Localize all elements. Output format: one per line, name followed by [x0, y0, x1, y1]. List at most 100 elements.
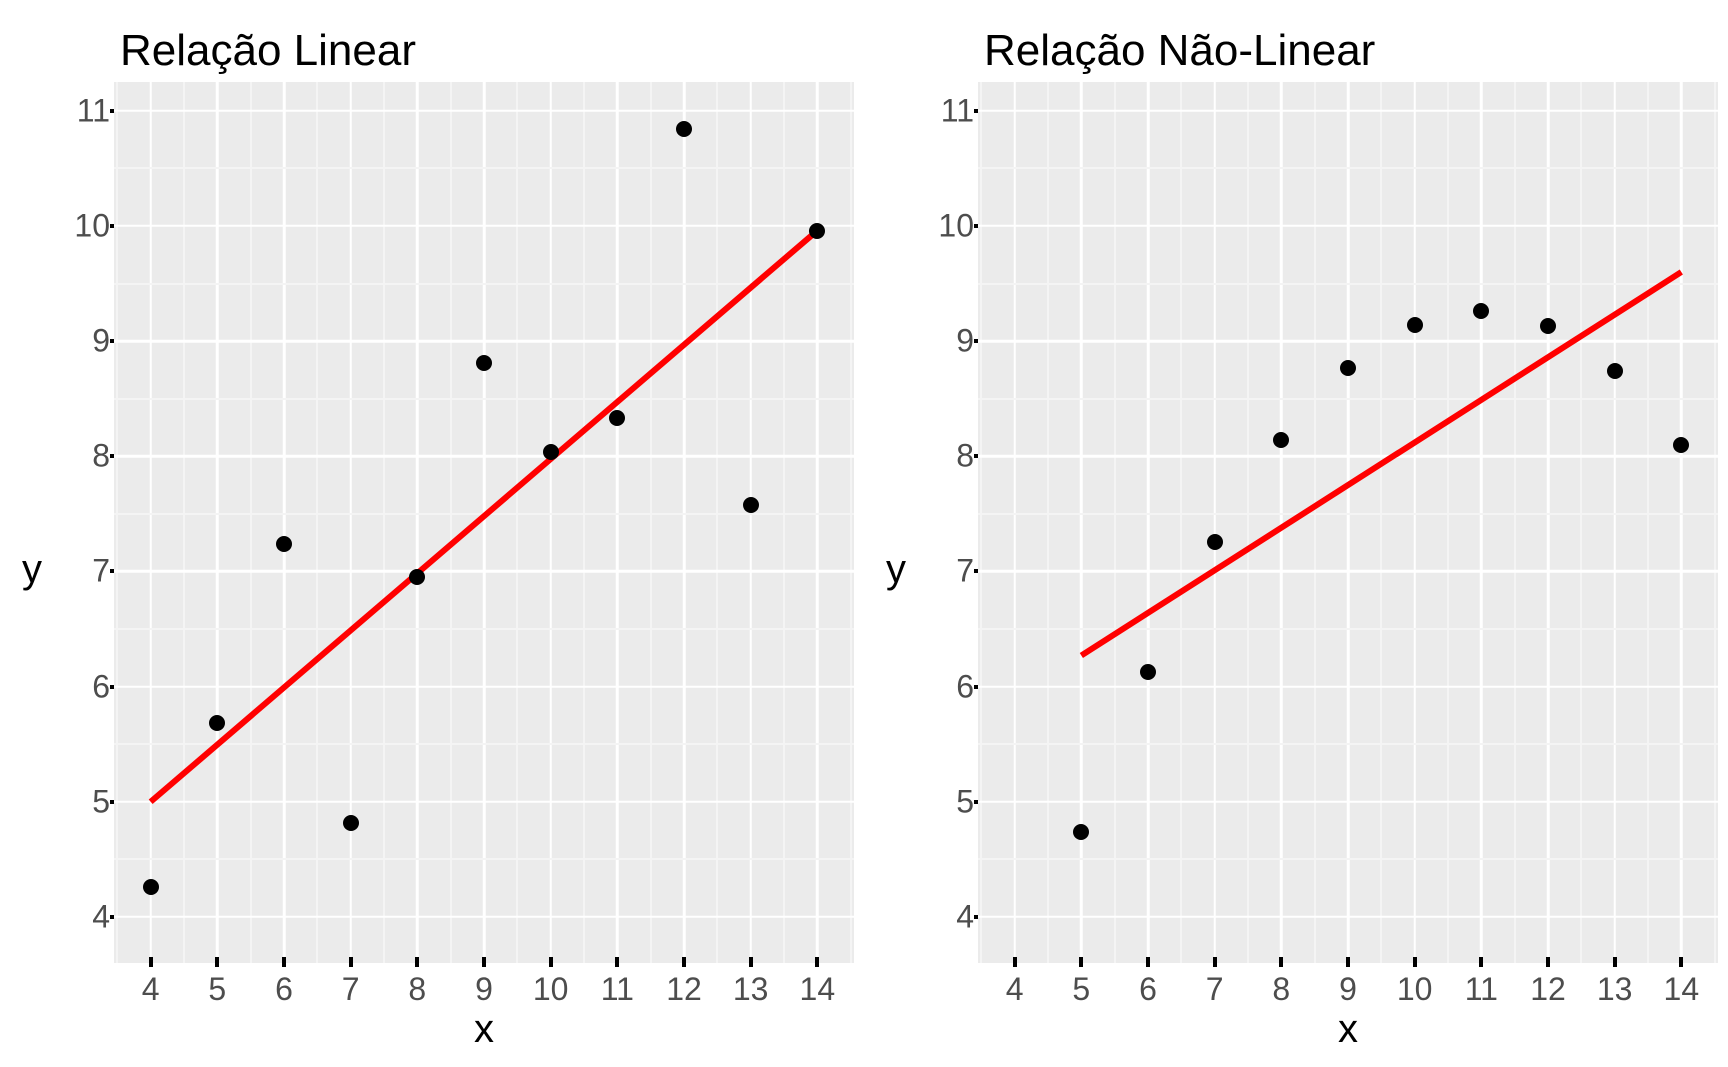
grid-h-major: [114, 340, 854, 343]
x-tick-mark: [415, 957, 419, 967]
y-tick-label: 9: [956, 323, 974, 360]
grid-v-major: [1347, 82, 1350, 963]
grid-v-minor: [850, 82, 852, 963]
x-tick-mark: [349, 957, 353, 967]
grid-h-major: [114, 455, 854, 458]
grid-v-major: [483, 82, 486, 963]
data-point: [143, 879, 159, 895]
x-tick-mark: [482, 957, 486, 967]
grid-h-major: [978, 685, 1718, 688]
grid-v-major: [416, 82, 419, 963]
grid-h-major: [114, 570, 854, 573]
x-tick-mark: [682, 957, 686, 967]
grid-v-minor: [183, 82, 185, 963]
plot-area-wrap: 4567891011121314x: [114, 82, 854, 1057]
grid-h-minor: [978, 167, 1718, 169]
grid-h-major: [978, 110, 1718, 113]
y-tick-label: 6: [956, 668, 974, 705]
y-tick-label: 9: [92, 323, 110, 360]
grid-v-minor: [1714, 82, 1716, 963]
data-point: [1673, 437, 1689, 453]
grid-v-minor: [1447, 82, 1449, 963]
data-point: [409, 569, 425, 585]
y-tick-label: 7: [956, 553, 974, 590]
grid-v-major: [816, 82, 819, 963]
x-tick-mark: [215, 957, 219, 967]
data-point: [1207, 534, 1223, 550]
grid-h-minor: [114, 398, 854, 400]
grid-v-major: [149, 82, 152, 963]
x-tick-label: 9: [475, 971, 493, 1008]
x-tick-label: 9: [1339, 971, 1357, 1008]
x-tick-mark: [1479, 957, 1483, 967]
data-point: [1140, 664, 1156, 680]
grid-h-minor: [978, 398, 1718, 400]
grid-v-minor: [980, 82, 982, 963]
plot-area: [978, 82, 1718, 963]
x-tick-mark: [549, 957, 553, 967]
grid-v-major: [1213, 82, 1216, 963]
grid-h-minor: [114, 513, 854, 515]
x-tick-mark: [1413, 957, 1417, 967]
grid-h-minor: [114, 743, 854, 745]
chart-title: Relação Linear: [10, 10, 854, 82]
left-panel: Relação Lineary4567891011456789101112131…: [0, 0, 864, 1067]
grid-v-minor: [1647, 82, 1649, 963]
data-point: [1540, 318, 1556, 334]
x-tick-mark: [1213, 957, 1217, 967]
data-point: [809, 223, 825, 239]
x-tick-label: 13: [1597, 971, 1633, 1008]
x-tick-mark: [1079, 957, 1083, 967]
grid-v-minor: [1247, 82, 1249, 963]
data-point: [676, 121, 692, 137]
x-tick-mark: [615, 957, 619, 967]
grid-h-major: [114, 685, 854, 688]
grid-v-major: [1280, 82, 1283, 963]
x-ticks: 4567891011121314: [978, 963, 1718, 1007]
y-tick-label: 8: [92, 438, 110, 475]
grid-h-major: [114, 110, 854, 113]
x-tick-mark: [149, 957, 153, 967]
plot-row: y45678910114567891011121314x: [874, 82, 1718, 1057]
grid-h-major: [114, 916, 854, 919]
grid-v-minor: [650, 82, 652, 963]
x-tick-label: 7: [342, 971, 360, 1008]
grid-v-major: [1613, 82, 1616, 963]
data-point: [343, 815, 359, 831]
grid-v-minor: [1047, 82, 1049, 963]
grid-v-minor: [783, 82, 785, 963]
grid-v-major: [749, 82, 752, 963]
grid-v-major: [1413, 82, 1416, 963]
y-tick-label: 7: [92, 553, 110, 590]
grid-v-major: [549, 82, 552, 963]
grid-v-major: [1013, 82, 1016, 963]
grid-h-minor: [978, 743, 1718, 745]
x-tick-label: 10: [533, 971, 569, 1008]
grid-v-minor: [450, 82, 452, 963]
grid-v-minor: [1314, 82, 1316, 963]
x-tick-mark: [1346, 957, 1350, 967]
grid-v-minor: [316, 82, 318, 963]
grid-h-major: [978, 455, 1718, 458]
right-panel: Relação Não-Lineary456789101145678910111…: [864, 0, 1728, 1067]
y-ticks: 4567891011: [918, 82, 978, 1057]
grid-v-minor: [116, 82, 118, 963]
grid-v-major: [1147, 82, 1150, 963]
data-point: [209, 715, 225, 731]
grid-v-minor: [1114, 82, 1116, 963]
y-tick-label: 10: [938, 207, 974, 244]
grid-h-minor: [978, 283, 1718, 285]
x-tick-label: 12: [1530, 971, 1566, 1008]
plot-area-wrap: 4567891011121314x: [978, 82, 1718, 1057]
y-ticks: 4567891011: [54, 82, 114, 1057]
data-point: [476, 355, 492, 371]
grid-v-minor: [716, 82, 718, 963]
grid-h-minor: [978, 513, 1718, 515]
x-tick-label: 5: [1072, 971, 1090, 1008]
grid-v-major: [683, 82, 686, 963]
data-point: [1473, 303, 1489, 319]
data-point: [743, 497, 759, 513]
grid-v-minor: [516, 82, 518, 963]
chart-container: Relação Lineary4567891011456789101112131…: [0, 0, 1728, 1067]
x-tick-label: 7: [1206, 971, 1224, 1008]
